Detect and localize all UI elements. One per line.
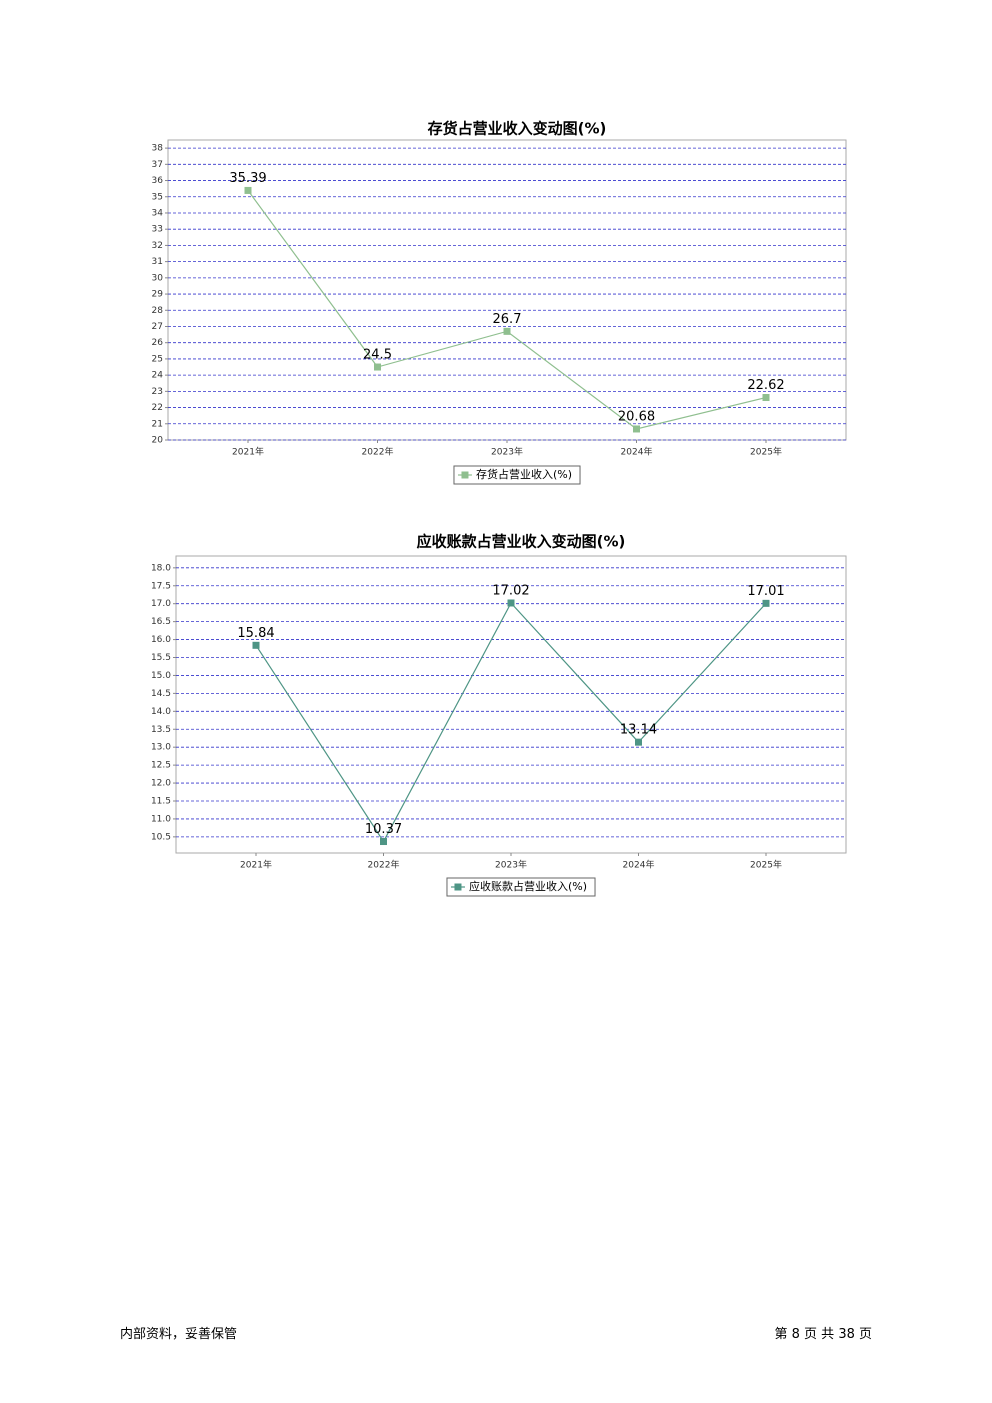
legend-label: 应收账款占营业收入(%) — [469, 879, 587, 893]
y-tick-label: 34 — [152, 208, 164, 218]
page-number: 第 8 页 共 38 页 — [774, 1327, 872, 1342]
point — [252, 641, 260, 649]
y-tick-label: 20 — [152, 436, 164, 446]
y-tick-label: 10.5 — [151, 832, 171, 842]
y-tick-label: 22 — [152, 403, 163, 413]
legend-box — [453, 465, 581, 485]
x-tick-label: 2021年 — [232, 446, 264, 458]
y-tick-label: 18.0 — [151, 563, 171, 573]
point — [762, 599, 770, 607]
data-label: 24.5 — [363, 348, 392, 363]
legend-marker — [454, 883, 462, 891]
charts: 存货占营业收入变动图(%) 20 21 22 23 24 25 26 27 28 29 30 31 32 3… — [151, 120, 847, 897]
point — [380, 838, 387, 846]
x-tick-label: 2021年 — [240, 859, 272, 871]
y-tick-label: 13.0 — [151, 743, 171, 753]
data-label: 13.14 — [620, 723, 657, 738]
y-tick-label: 27 — [152, 322, 163, 332]
legend: 存货占营业收入(%) — [453, 465, 581, 485]
legend-marker — [461, 471, 469, 479]
point — [635, 738, 642, 746]
x-tick-label: 2024年 — [623, 859, 655, 871]
y-tick-label: 11.0 — [151, 814, 171, 824]
x-tick-label: 2023年 — [495, 859, 527, 871]
plot-area — [167, 139, 847, 441]
x-tick-label: 2025年 — [750, 859, 782, 871]
x-tick-label: 2025年 — [750, 446, 782, 458]
y-tick-label: 17.5 — [151, 581, 171, 591]
y-tick-label: 23 — [152, 387, 163, 397]
y-tick-label: 15.5 — [151, 653, 171, 663]
y-tick-label: 15.0 — [151, 671, 171, 681]
data-label: 22.62 — [747, 378, 784, 393]
footer-note: 内部资料，妥善保管 — [120, 1327, 238, 1342]
data-label: 26.7 — [493, 312, 522, 327]
y-tick-label: 26 — [152, 338, 164, 348]
point — [244, 186, 252, 194]
y-tick-label: 32 — [152, 241, 163, 251]
chart-title: 存货占营业收入变动图(%) — [428, 120, 607, 138]
y-tick-label: 12.0 — [151, 779, 171, 789]
data-label: 35.39 — [229, 171, 266, 186]
y-tick-label: 13.5 — [151, 725, 171, 735]
y-tick-label: 14.0 — [151, 707, 171, 717]
point — [507, 599, 515, 607]
x-tick-label: 2023年 — [491, 446, 523, 458]
y-tick-label: 25 — [152, 354, 163, 364]
y-tick-label: 36 — [152, 176, 164, 186]
y-tick-label: 21 — [152, 419, 163, 429]
legend-box — [446, 877, 596, 897]
y-tick-label: 28 — [152, 306, 164, 316]
y-tick-label: 16.0 — [151, 635, 171, 645]
data-label: 15.84 — [237, 626, 274, 641]
legend-label: 存货占营业收入(%) — [476, 467, 572, 481]
y-tick-label: 38 — [152, 144, 164, 154]
point — [374, 363, 381, 371]
y-tick-label: 14.5 — [151, 689, 171, 699]
point — [633, 425, 640, 433]
y-tick-label: 37 — [152, 160, 163, 170]
data-label: 17.01 — [747, 584, 784, 599]
data-label: 10.37 — [365, 822, 402, 837]
y-tick-label: 35 — [152, 192, 163, 202]
data-label: 20.68 — [618, 409, 655, 424]
x-tick-label: 2024年 — [621, 446, 653, 458]
y-tick-label: 17.0 — [151, 599, 171, 609]
y-tick-label: 30 — [152, 273, 164, 283]
y-tick-label: 31 — [152, 257, 163, 267]
legend: 应收账款占营业收入(%) — [446, 877, 596, 897]
y-tick-label: 16.5 — [151, 617, 171, 627]
data-label: 17.02 — [492, 583, 529, 598]
y-tick-label: 33 — [152, 225, 163, 235]
x-tick-label: 2022年 — [368, 859, 400, 871]
point — [762, 394, 770, 402]
chart-title: 应收账款占营业收入变动图(%) — [417, 533, 626, 551]
y-tick-label: 12.5 — [151, 761, 171, 771]
point — [503, 327, 511, 335]
x-tick-label: 2022年 — [362, 446, 394, 458]
y-tick-label: 24 — [152, 371, 164, 381]
y-tick-label: 29 — [152, 290, 164, 300]
y-tick-label: 11.5 — [151, 796, 171, 806]
